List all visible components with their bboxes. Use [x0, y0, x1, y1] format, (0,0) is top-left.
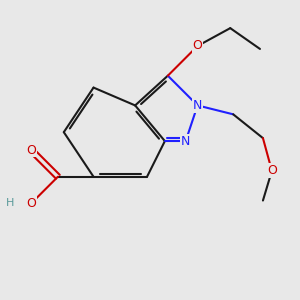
Text: N: N	[181, 135, 190, 148]
Text: N: N	[193, 99, 202, 112]
Text: O: O	[26, 197, 36, 210]
Text: H: H	[6, 199, 14, 208]
Text: O: O	[193, 40, 202, 52]
Text: O: O	[267, 164, 277, 177]
Text: O: O	[26, 143, 36, 157]
